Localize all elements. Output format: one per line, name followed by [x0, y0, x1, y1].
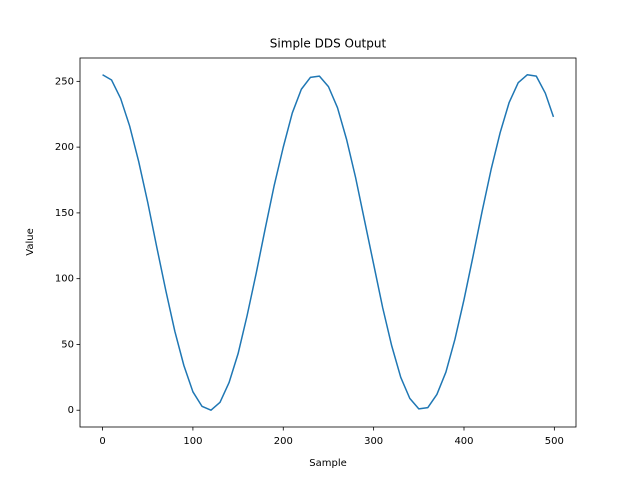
data-line [102, 74, 555, 411]
y-tick-label: 200 [55, 142, 74, 153]
x-tick-label: 100 [183, 436, 202, 447]
chart-title: Simple DDS Output [270, 37, 387, 51]
y-tick-label: 50 [61, 339, 74, 350]
plot-frame [79, 57, 577, 428]
x-tick-label: 500 [545, 436, 564, 447]
x-tick-label: 200 [274, 436, 293, 447]
x-tick-label: 300 [364, 436, 383, 447]
y-axis-label: Value [25, 228, 36, 255]
y-tick-label: 150 [55, 208, 74, 219]
y-tick-label: 100 [55, 274, 74, 285]
x-tick-label: 0 [99, 436, 105, 447]
x-tick-label: 400 [454, 436, 473, 447]
x-axis-label: Sample [309, 458, 347, 469]
y-tick-label: 0 [68, 405, 74, 416]
y-tick-label: 250 [55, 76, 74, 87]
